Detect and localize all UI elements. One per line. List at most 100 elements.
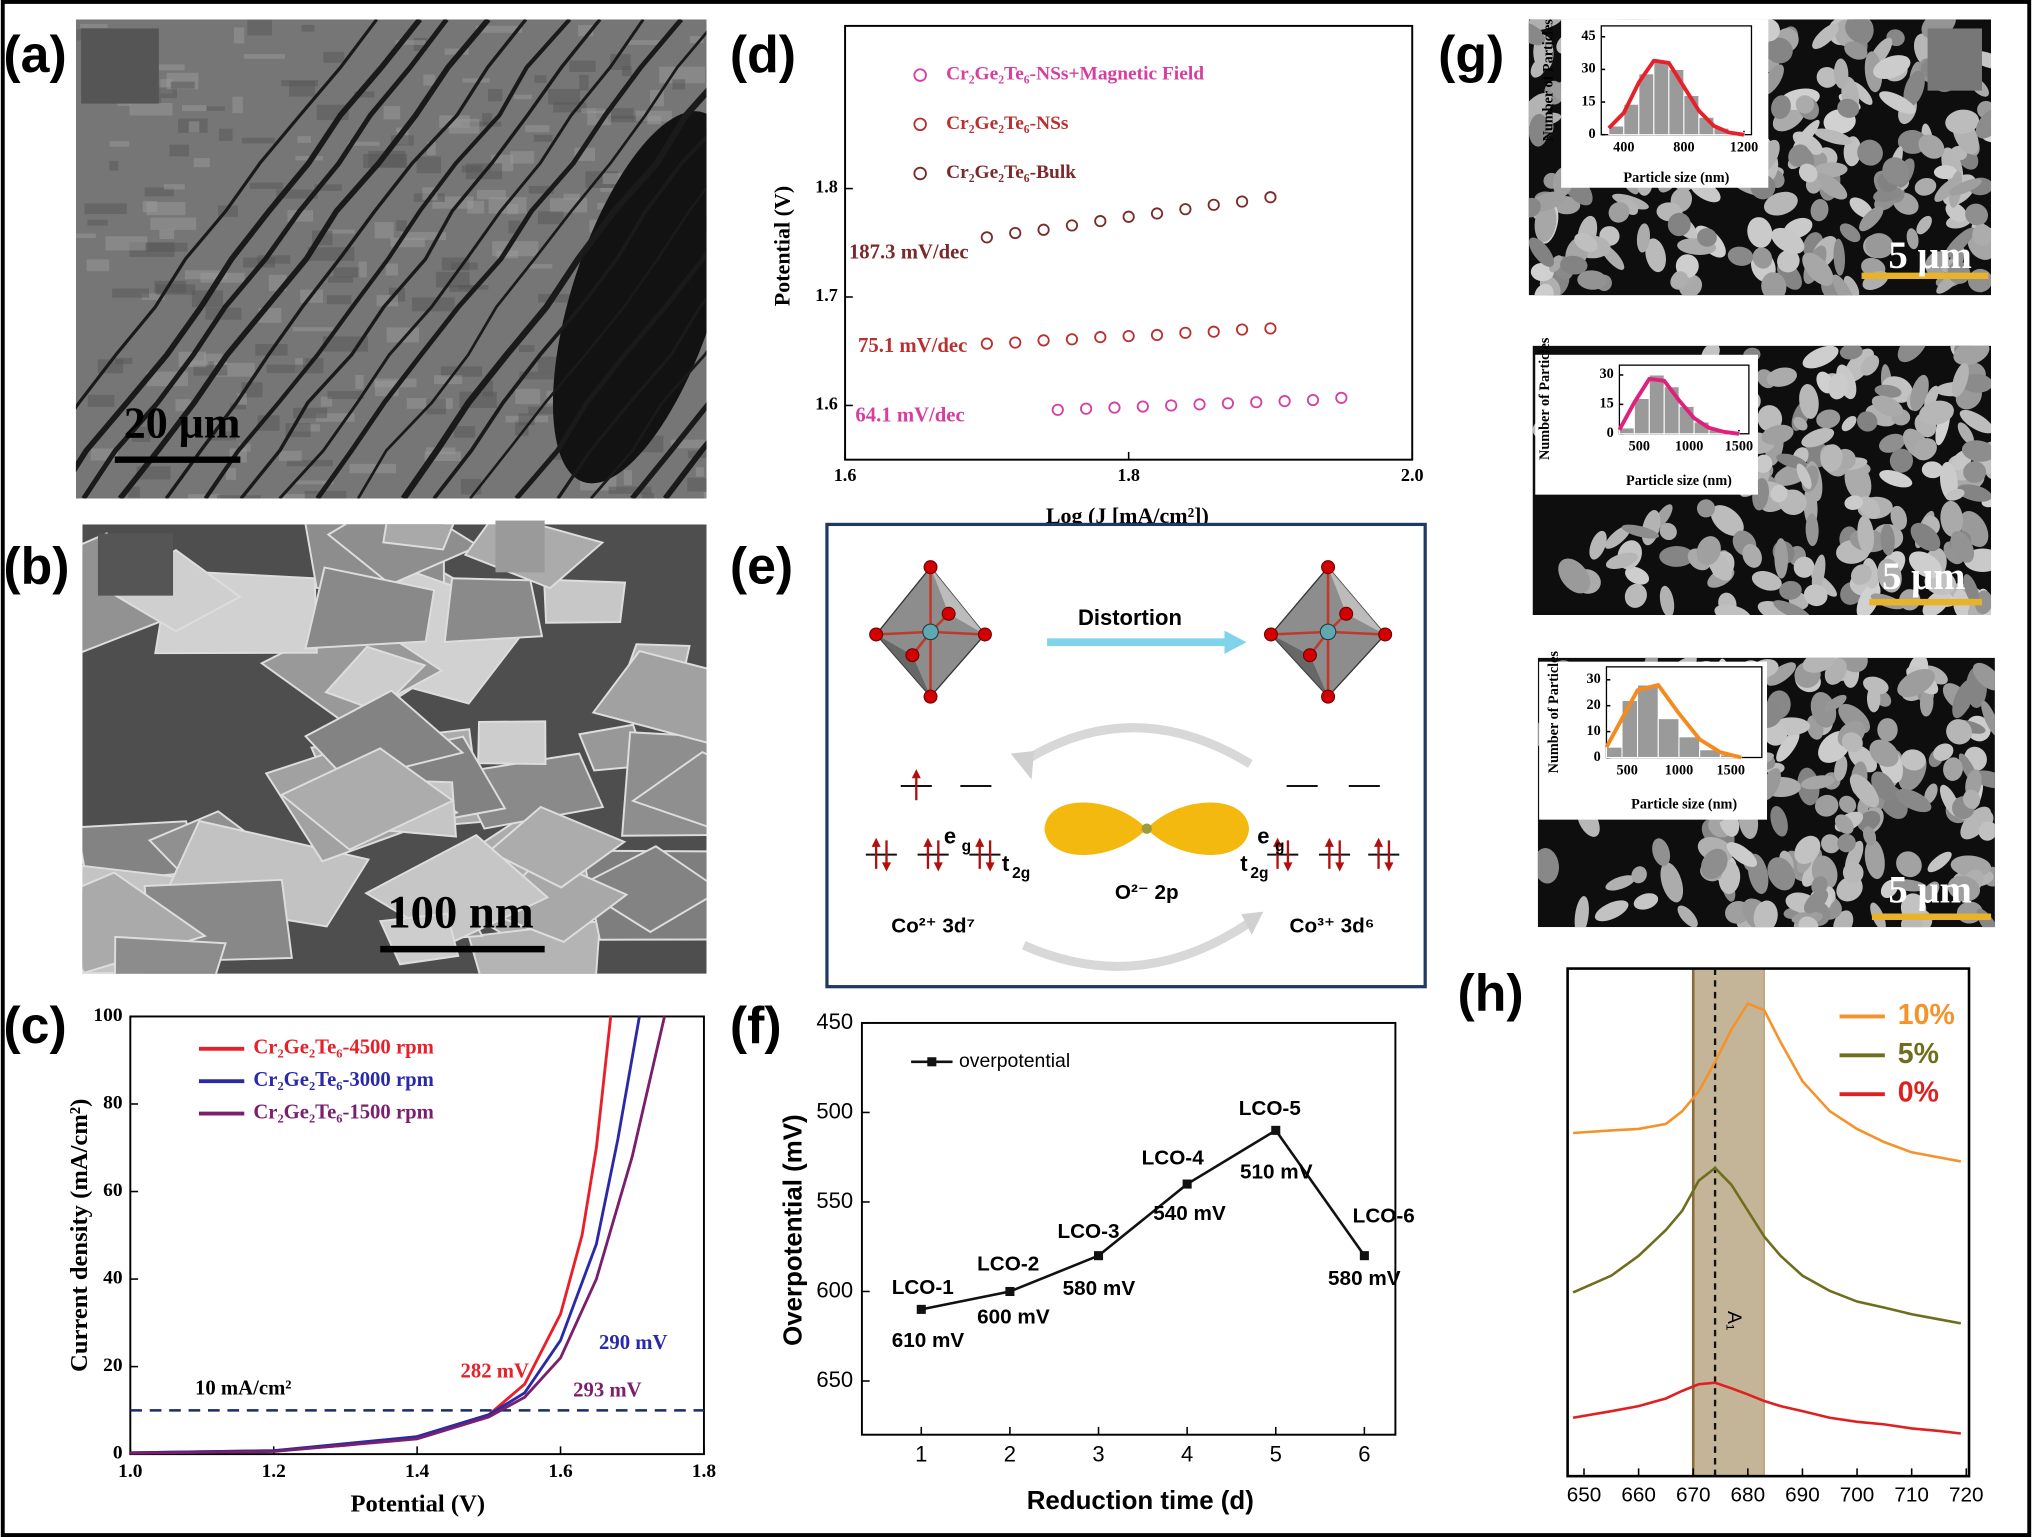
oxygen-atom — [977, 627, 992, 642]
x-tick-label: 2 — [1004, 1441, 1016, 1466]
legend-label: 10% — [1898, 999, 1955, 1031]
sem-crack — [589, 349, 707, 499]
x-tick-label: 1000 — [1665, 762, 1693, 778]
sem-texture — [287, 210, 314, 222]
sem-texture — [145, 242, 188, 252]
value-label: 510 mV — [1240, 1161, 1313, 1184]
x-tick-label: 700 — [1840, 1483, 1875, 1506]
orbital-label: O²⁻ 2p — [1115, 881, 1179, 904]
annotation: 187.3 mV/dec — [849, 242, 969, 264]
sem-texture — [247, 19, 272, 36]
oxygen-atom — [905, 648, 920, 663]
sem-particle — [1839, 795, 1857, 814]
t2g-label: t — [1240, 851, 1248, 876]
sem-particle — [1761, 272, 1787, 296]
sem-texture — [203, 353, 223, 362]
x-tick-label: 690 — [1785, 1483, 1820, 1506]
data-point — [980, 231, 993, 244]
sem-texture — [175, 399, 191, 412]
sem-texture — [546, 390, 559, 404]
sem-texture — [444, 48, 469, 55]
sem-texture — [105, 236, 148, 251]
x-tick-label: 1.8 — [692, 1461, 717, 1482]
sem-texture — [525, 125, 550, 133]
data-point — [1193, 398, 1206, 411]
y-tick-label: 30 — [1587, 671, 1601, 687]
sem-texture — [519, 371, 566, 380]
sem-texture — [596, 108, 634, 119]
redaction-box — [495, 520, 545, 573]
sem-particle — [1747, 217, 1773, 248]
sem-particle — [1933, 165, 1957, 180]
sem-particle — [1764, 191, 1798, 216]
sem-texture — [608, 115, 648, 123]
y-tick-label: 80 — [103, 1092, 122, 1113]
sem-texture — [109, 160, 119, 171]
sem-texture — [87, 219, 108, 226]
sem-particle — [1605, 552, 1639, 570]
sem-crack — [117, 19, 491, 499]
reference-label: 10 mA/cm² — [195, 1377, 291, 1399]
data-line — [1572, 1166, 1962, 1325]
sem-texture — [569, 60, 596, 72]
sem-particle — [1770, 484, 1788, 503]
y-tick-label: 1.8 — [815, 177, 838, 197]
sem-particle — [1952, 679, 1975, 719]
sem-particle — [1621, 524, 1660, 539]
sem-texture — [225, 467, 237, 480]
sem-particle — [1792, 145, 1815, 170]
sem-particle — [1945, 488, 1965, 501]
sem-texture — [241, 137, 275, 144]
data-line — [921, 1128, 1366, 1311]
sem-particle — [1963, 461, 1987, 483]
sem-particle — [1844, 461, 1872, 501]
data-point — [1009, 336, 1022, 349]
sem-texture — [349, 463, 396, 474]
sem-crack — [75, 19, 378, 410]
sem-particle — [1949, 178, 1982, 196]
sem-image — [75, 19, 707, 499]
spin-arrow-head — [1273, 837, 1283, 847]
sem-particle — [1879, 91, 1916, 114]
data-point — [1005, 1286, 1015, 1297]
oxygen-atom — [941, 606, 956, 621]
legend-label: 0% — [1898, 1077, 1939, 1109]
fit-curve — [1617, 376, 1740, 436]
data-line — [130, 1016, 666, 1455]
sem-particle — [1834, 755, 1848, 782]
y-tick-label: 30 — [1581, 61, 1595, 77]
redaction-box — [1927, 28, 1982, 91]
sem-particle — [1837, 98, 1860, 118]
sem-particle — [1844, 41, 1868, 60]
histogram-bar — [1605, 746, 1623, 759]
sem-particle — [1945, 202, 1968, 222]
data-point — [1122, 329, 1135, 343]
data-point — [1150, 328, 1164, 342]
sem-texture — [170, 81, 195, 89]
sem-texture — [249, 182, 284, 190]
sem-particle — [1879, 433, 1906, 453]
sem-texture — [515, 388, 541, 405]
sem-particle — [1605, 875, 1636, 891]
sem-texture — [579, 74, 589, 91]
sem-crack — [278, 19, 645, 499]
scale-bar-label: 5 μm — [1888, 868, 1971, 911]
sem-texture — [315, 413, 355, 422]
x-tick-label: 1.6 — [548, 1461, 573, 1482]
sem-particle — [1857, 411, 1878, 432]
panel-label: (a) — [3, 25, 66, 83]
sem-particle — [1767, 857, 1796, 891]
sem-texture — [507, 204, 519, 215]
octahedron-face — [876, 634, 931, 697]
sem-crack — [81, 19, 449, 499]
sem-texture — [301, 24, 315, 32]
sem-particle — [1776, 730, 1800, 762]
sem-particle — [1874, 384, 1902, 398]
sem-particle — [1802, 345, 1839, 369]
eg-subscript: g — [1275, 838, 1284, 855]
sem-texture — [518, 345, 535, 352]
sem-crack — [203, 19, 572, 499]
data-point — [1037, 223, 1050, 236]
sem-particle — [1890, 505, 1908, 530]
sem-particle — [1877, 718, 1898, 742]
